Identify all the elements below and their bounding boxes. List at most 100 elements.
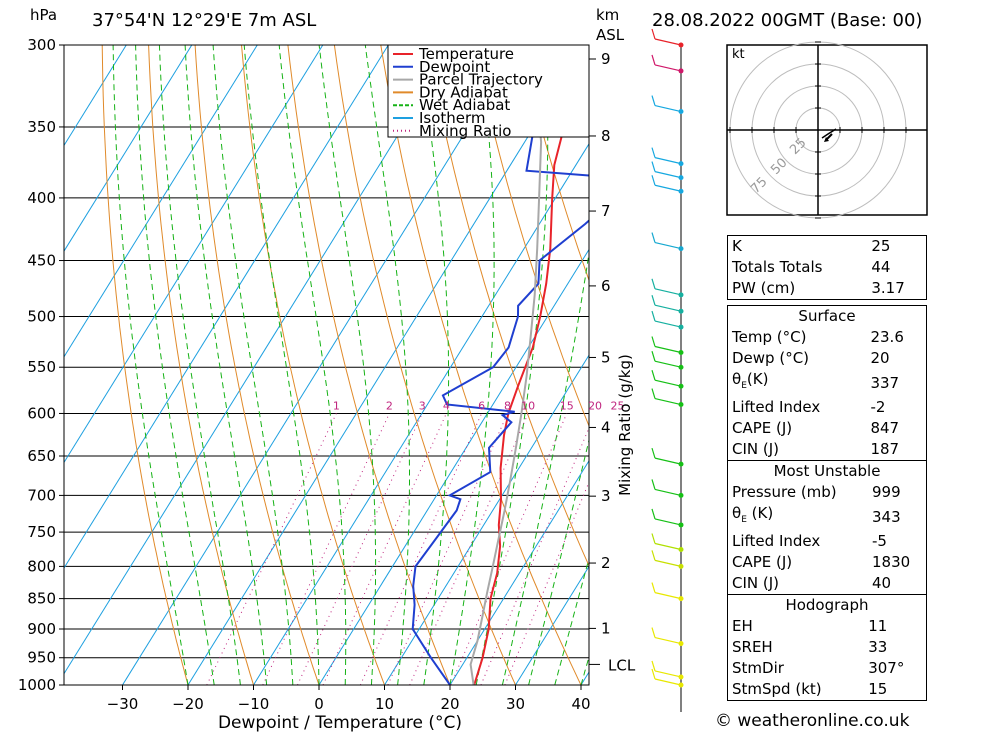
dewpoint-line: [411, 58, 589, 685]
asl-unit-label: ASL: [596, 26, 625, 44]
mu-cin-value: 40: [871, 574, 892, 592]
wind-profile: [651, 28, 684, 712]
location-header: 37°54'N 12°29'E 7m ASL: [92, 10, 317, 31]
mu-cape-label: CAPE (J): [732, 553, 793, 571]
surface-table: Surface Temp (°C) 23.6 Dewp (°C) 20 θE(K) 3…: [727, 305, 927, 461]
stmdir-label: StmDir: [732, 659, 784, 677]
height-tick-label: 9: [601, 50, 611, 68]
mu-pressure-value: 999: [871, 483, 901, 501]
mixing-ratio-line: [480, 426, 589, 685]
wet-adiabat: [554, 556, 589, 685]
credit-link[interactable]: © weatheronline.co.uk: [715, 711, 910, 731]
mixing-ratio-line: [206, 413, 337, 685]
wind-barb-feather: [651, 388, 656, 399]
dry-adiabat: [148, 45, 254, 685]
pressure-tick-label: 650: [27, 447, 56, 465]
dry-adiabat: [241, 45, 385, 685]
wind-barb: [654, 38, 682, 46]
pressure-tick-label: 500: [27, 308, 56, 326]
mu-cape-value: 1830: [871, 553, 911, 571]
mixing-ratio-label: 3: [419, 399, 426, 412]
wind-barb: [654, 320, 682, 328]
wind-barb-feather: [651, 668, 656, 680]
mixing-ratio-label: 15: [560, 399, 574, 412]
stmspd-value: 15: [868, 680, 888, 698]
surface-cin-value: 187: [870, 440, 900, 458]
mu-cin-label: CIN (J): [732, 574, 780, 592]
wind-barb-feather: [651, 28, 656, 40]
isotherm: [64, 45, 127, 147]
wind-barb: [654, 397, 682, 406]
km-unit-label: km: [596, 6, 619, 24]
wind-barb-feather: [651, 278, 656, 290]
wind-barb-feather: [651, 54, 656, 66]
pw-value: 3.17: [871, 279, 905, 297]
surface-cape-value: 847: [870, 419, 900, 437]
surface-title: Surface: [798, 307, 856, 325]
mixing-ratio-label: 25: [611, 399, 625, 412]
hodograph-unit: kt: [732, 47, 745, 62]
surface-cape-label: CAPE (J): [732, 419, 793, 437]
wind-barb: [654, 670, 682, 678]
isotherm: [122, 45, 520, 685]
parcel-trajectory-line: [469, 45, 547, 685]
surface-li-value: -2: [870, 398, 886, 416]
mixing-ratio-line: [262, 413, 390, 685]
height-tick-label: 3: [601, 487, 611, 505]
mixing-ratio-label: 8: [504, 399, 511, 412]
x-axis-title: Dewpoint / Temperature (°C): [218, 713, 462, 733]
mu-title: Most Unstable: [773, 462, 881, 480]
wind-barb-feather: [651, 161, 656, 172]
temperature-tick-label: 40: [571, 695, 590, 713]
isotherm: [318, 248, 589, 685]
surface-temp-value: 23.6: [870, 328, 904, 346]
wind-barb: [654, 360, 682, 368]
legend-label: Wet Adiabat: [419, 96, 510, 114]
wind-barb: [654, 345, 682, 354]
pressure-tick-label: 800: [27, 557, 56, 575]
wet-adiabat: [212, 45, 294, 685]
temperature-tick-label: 30: [506, 695, 525, 713]
mixing-ratio-label: 1: [333, 399, 340, 412]
dry-adiabat: [333, 45, 516, 685]
wind-barb: [654, 64, 682, 72]
dry-adiabat: [101, 45, 189, 685]
wind-barb: [654, 518, 682, 526]
isotherm: [64, 45, 389, 570]
wind-barb: [654, 288, 682, 296]
height-tick-label: 5: [601, 348, 611, 366]
temperature-tick-label: 10: [375, 695, 394, 713]
wet-adiabat: [449, 45, 495, 685]
surface-cin-label: CIN (J): [732, 440, 780, 458]
wind-barb-feather: [651, 147, 656, 158]
isotherm: [253, 142, 589, 685]
wet-adiabat: [112, 45, 189, 685]
dry-adiabat: [985, 45, 1000, 685]
wet-adiabat: [418, 45, 450, 685]
temperature-tick-label: 0: [314, 695, 324, 713]
height-tick-label: 7: [601, 202, 611, 220]
mixing-ratio-label: 2: [386, 399, 393, 412]
wind-barb: [654, 171, 682, 179]
pressure-tick-label: 900: [27, 620, 56, 638]
mu-li-label: Lifted Index: [732, 532, 821, 550]
height-tick-label: 6: [601, 277, 611, 295]
wind-barb: [654, 304, 682, 312]
stmspd-label: StmSpd (kt): [732, 680, 822, 698]
wind-barb-feather: [651, 508, 656, 520]
dry-adiabat: [194, 45, 320, 685]
mu-pressure-label: Pressure (mb): [732, 483, 837, 501]
pw-label: PW (cm): [732, 279, 796, 297]
mixing-ratio-label: 6: [478, 399, 485, 412]
temperature-tick-label: 20: [440, 695, 459, 713]
mu-theta-value: 343: [871, 507, 901, 526]
pressure-tick-label: 300: [27, 36, 56, 54]
wind-barb: [654, 559, 682, 567]
pressure-tick-label: 950: [27, 649, 56, 667]
hodograph-trace: [821, 128, 837, 139]
wind-barb-feather: [651, 582, 656, 593]
wind-barb: [654, 242, 682, 250]
wind-barb-feather: [651, 627, 656, 638]
